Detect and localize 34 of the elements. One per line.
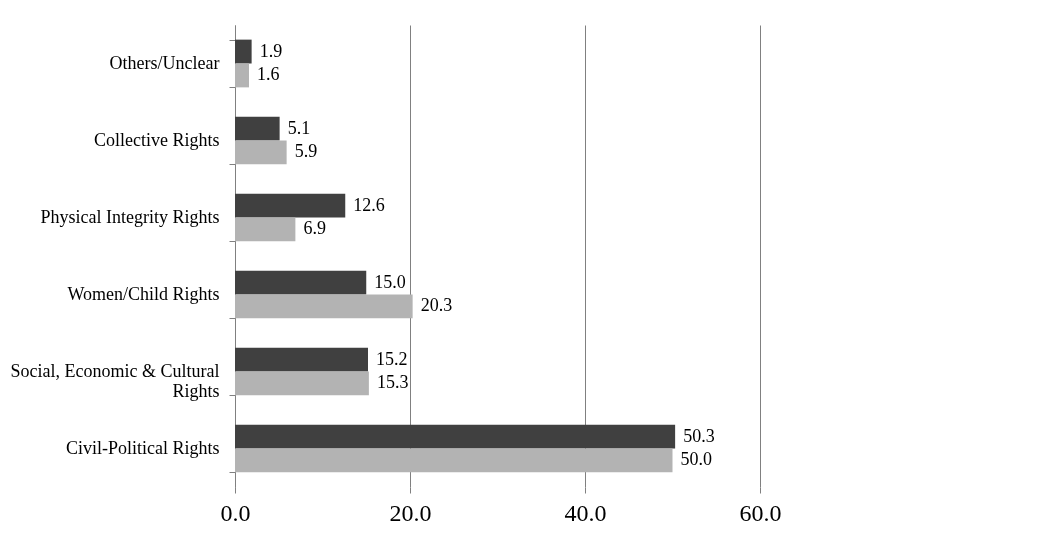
- y-tick-label: Others/Unclear: [109, 53, 220, 73]
- data-label: 15.0: [374, 271, 406, 292]
- data-label: 12.6: [353, 194, 385, 215]
- data-label: 5.1: [287, 117, 311, 138]
- data-label: 5.9: [294, 141, 318, 162]
- x-tick-label: 0.0: [220, 499, 251, 526]
- bar: [235, 193, 346, 218]
- data-label: 50.0: [680, 449, 712, 470]
- bar: [235, 39, 252, 64]
- y-tick-label: Collective Rights: [94, 130, 220, 150]
- bar: [235, 63, 249, 88]
- data-label: 20.3: [420, 295, 453, 316]
- data-label: 1.6: [257, 64, 280, 85]
- data-label: 1.9: [259, 40, 283, 61]
- x-tick-label: 20.0: [389, 499, 432, 526]
- data-label: 6.9: [303, 218, 326, 239]
- bar: [235, 270, 367, 295]
- y-tick-label: Physical Integrity Rights: [40, 207, 220, 227]
- bar: [235, 347, 368, 372]
- bar: [235, 424, 676, 449]
- bar: [235, 116, 280, 141]
- x-tick-label: 60.0: [739, 499, 782, 526]
- data-label: 15.3: [376, 372, 409, 393]
- y-tick-label: Civil-Political Rights: [65, 438, 220, 458]
- y-tick-label: Social, Economic & Cultural Rights: [10, 361, 220, 401]
- data-label: 15.2: [376, 348, 408, 369]
- data-label: 50.3: [683, 425, 715, 446]
- bar: [235, 448, 673, 473]
- bar: [235, 371, 369, 396]
- x-tick-label: 40.0: [564, 499, 607, 526]
- bar: [235, 294, 413, 319]
- y-tick-label: Women/Child Rights: [67, 284, 220, 304]
- bar: [235, 140, 287, 165]
- bar: [235, 217, 296, 242]
